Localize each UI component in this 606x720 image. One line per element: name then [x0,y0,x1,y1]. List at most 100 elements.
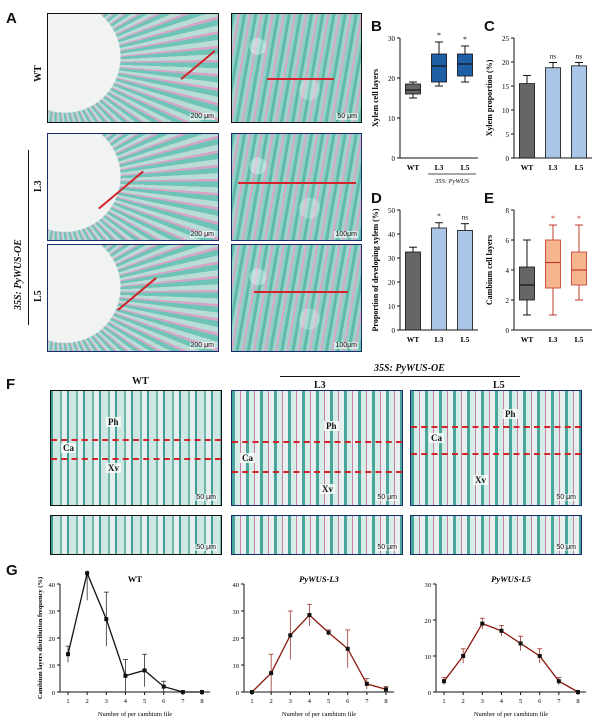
y-tick-label: 30 [425,582,432,589]
data-point [576,690,580,694]
measure-line [98,170,144,210]
x-tick-label: L3 [549,335,558,344]
data-point [123,673,128,678]
significance-label: * [437,213,441,221]
scale-bar: 200 μm [189,342,215,349]
y-tick-label: 40 [233,582,240,589]
y-axis-label: Xylem cell layers [371,69,380,127]
y-tick-label: 50 [388,207,396,215]
scale-bar: 100μm [334,231,358,238]
label-ph: Ph [324,421,339,431]
box [405,83,421,95]
significance-label: ns [462,214,469,222]
x-tick-label: WT [521,335,534,344]
data-point [384,687,388,692]
label-ca: Ca [240,453,255,463]
row-label-wt: WT [33,65,44,82]
x-tick-label: WT [521,163,534,172]
y-tick-label: 0 [506,327,510,335]
y-axis-label: Xylem proportion (%) [485,59,494,136]
x-axis-label: Number of per cambium file [98,711,172,718]
box [431,53,447,83]
row-label-l3: L3 [33,180,44,192]
data-point [480,621,485,626]
micrograph-l3-overview: 200 μm [47,133,219,241]
chart-c: 0 5 10 15 20 25 Xylem proportion (%) WT ns L3 ns L5 [485,35,592,172]
scale-bar: 50 μm [376,544,398,551]
data-point [518,641,523,646]
panel-f-col-l5: L5 [493,380,505,391]
data-point [288,633,293,638]
y-tick-label: 20 [502,59,510,67]
y-tick-label: 30 [388,255,396,263]
group-label: 35S: PyWUS-OE [13,239,24,310]
label-ca: Ca [61,443,76,453]
x-tick-label: 6 [162,698,166,705]
x-tick-label: L5 [461,335,470,344]
box [571,251,587,286]
panel-f-group: 35S: PyWUS-OE [374,363,445,374]
panel-f-l3-lower: 50 μm [231,515,403,555]
y-tick-label: 10 [233,663,240,670]
x-tick-label: 3 [105,698,108,705]
y-tick-label: 6 [506,237,510,245]
y-tick-label: 10 [425,654,432,661]
data-point [250,690,254,694]
y-tick-label: 10 [388,115,396,123]
y-tick-label: 20 [425,618,432,625]
x-tick-label: L5 [575,163,584,172]
panel-label-a: A [6,10,17,27]
scale-bar: 50 μm [336,113,358,120]
chart-d: 0 10 20 30 40 50 Proportion of developing xyle… [371,207,478,344]
x-tick-label: WT [407,163,420,172]
cambium-top-line [232,441,402,443]
scale-bar: 50 μm [555,544,577,551]
x-tick-label: L5 [575,335,584,344]
series-line [251,614,387,693]
x-axis-label: Number of per cambium file [282,711,356,718]
panel-label-c: C [484,18,495,35]
y-tick-label: 0 [236,690,239,697]
data-point [556,679,561,684]
x-tick-label: L3 [435,163,444,172]
micrograph-l3-detail: 100μm [231,133,362,241]
significance-label: * [437,31,441,40]
x-tick-label: 3 [481,698,484,705]
x-tick-label: 2 [270,698,273,705]
x-tick-label: 5 [327,698,330,705]
x-tick-label: 5 [143,698,146,705]
panel-f-col-wt: WT [132,376,149,387]
label-ph: Ph [106,417,121,427]
significance-label: * [577,214,581,223]
data-point [200,690,204,694]
label-xv: Xv [106,463,121,473]
significance-label: * [463,35,467,44]
box [457,53,473,77]
data-point [537,654,542,658]
x-tick-label: 8 [200,698,203,705]
micrograph-wt-overview: 200 μm [47,13,219,123]
panel-f-l5-lower: 50 μm [410,515,582,555]
cambium-bottom-line [411,453,581,455]
y-tick-label: 20 [233,636,240,643]
bar [571,65,587,159]
y-axis-label: Cambium layers distribution frequency (%… [37,577,44,699]
scale-bar: 50 μm [376,494,398,501]
data-point [442,679,446,684]
chart-g-wt: 0 10 20 30 40 Cambium layers distribution fre… [37,570,210,718]
micrograph-wt-detail: 50 μm [231,13,362,123]
chart-g-l3: 0 10 20 30 40 1 2 3 4 5 6 7 8 PyWUS-L3 Number of per c… [233,574,394,718]
y-axis-label: Proportion of developing xylem (%) [371,208,380,331]
y-tick-label: 40 [388,231,396,239]
data-point [161,684,166,689]
series-line [67,571,202,693]
x-tick-label: 7 [365,698,369,705]
x-tick-label: 3 [289,698,292,705]
y-tick-label: 25 [502,35,510,43]
data-point [269,671,274,676]
y-tick-label: 5 [506,131,510,139]
y-tick-label: 8 [506,207,510,215]
data-point [364,681,369,686]
bar [405,251,421,331]
y-tick-label: 0 [392,155,396,163]
